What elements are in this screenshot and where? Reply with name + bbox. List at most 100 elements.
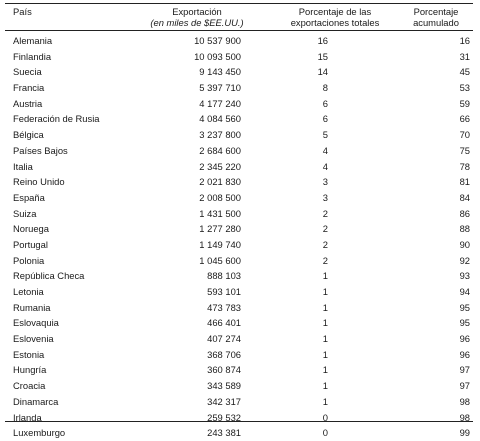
cell-export: 9 143 450	[199, 66, 241, 78]
cell-country: Alemania	[13, 35, 53, 46]
cell-cumulative: 84	[459, 191, 470, 203]
cell-export: 593 101	[207, 286, 241, 297]
cell-country: Letonia	[13, 286, 44, 297]
cell-export: 10 537 900	[194, 35, 241, 46]
cell-cumulative: 97	[459, 364, 470, 376]
table-row: República Checa 888 103 1 93	[0, 268, 480, 284]
cell-cumulative: 66	[459, 113, 470, 125]
table-row: Eslovenia 407 274 1 96	[0, 331, 480, 347]
cell-share: 1	[322, 301, 328, 313]
header-share-line1: Porcentaje de las	[298, 6, 372, 17]
table-row: Letonia 593 101 1 94	[0, 284, 480, 300]
cell-share: 0	[322, 411, 328, 423]
cell-export: 368 706	[207, 348, 241, 360]
table-bottom-rule	[5, 421, 473, 422]
cell-country: Reino Unido	[13, 176, 65, 188]
cell-country: Rumania	[13, 301, 51, 313]
header-country: País	[13, 6, 32, 18]
header-rule	[5, 30, 473, 31]
cell-cumulative: 16	[459, 35, 470, 46]
cell-country: Italia	[13, 160, 33, 172]
cell-share: 1	[322, 380, 328, 392]
table-row: Finlandia 10 093 500 15 31	[0, 49, 480, 65]
cell-cumulative: 75	[459, 144, 470, 156]
table-row: Estonia 368 706 1 96	[0, 347, 480, 363]
cell-share: 14	[317, 66, 328, 78]
cell-export: 10 093 500	[194, 50, 241, 62]
table-body: Alemania 10 537 900 16 16 Finlandia 10 093 50…	[0, 33, 480, 441]
header-cumulative-line1: Porcentaje	[413, 6, 459, 17]
cell-cumulative: 92	[459, 254, 470, 266]
cell-export: 2 345 220	[199, 160, 241, 172]
cell-export: 2 021 830	[199, 176, 241, 188]
header-cumulative: Porcentaje acumulado	[402, 6, 470, 28]
cell-export: 360 874	[207, 364, 241, 376]
cell-cumulative: 53	[459, 82, 470, 94]
cell-cumulative: 90	[459, 238, 470, 250]
table-row: Reino Unido 2 021 830 3 81	[0, 174, 480, 190]
table-row: Noruega 1 277 280 2 88	[0, 221, 480, 237]
cell-country: España	[13, 191, 45, 203]
header-cumulative-line2: acumulado	[413, 16, 459, 28]
table-row: Bélgica 3 237 800 5 70	[0, 127, 480, 143]
cell-share: 2	[322, 238, 328, 250]
cell-export: 259 532	[207, 411, 241, 423]
table-row: Austria 4 177 240 6 59	[0, 96, 480, 112]
table-row: Suecia 9 143 450 14 45	[0, 64, 480, 80]
header-export-unit: (en miles de $EE.UU.)	[150, 16, 244, 28]
cell-share: 6	[322, 113, 328, 125]
table-top-rule	[5, 3, 473, 4]
cell-share: 1	[322, 317, 328, 329]
table-row: Polonia 1 045 600 2 92	[0, 253, 480, 269]
cell-cumulative: 45	[459, 66, 470, 78]
cell-country: Eslovenia	[13, 333, 54, 345]
cell-country: Portugal	[13, 238, 48, 250]
cell-share: 1	[322, 333, 328, 345]
header-share-line2: exportaciones totales	[290, 16, 380, 28]
table-row: Federación de Rusia 4 084 560 6 66	[0, 111, 480, 127]
cell-country: Noruega	[13, 223, 49, 235]
header-share: Porcentaje de las exportaciones totales	[280, 6, 390, 28]
cell-country: Finlandia	[13, 50, 52, 62]
cell-share: 2	[322, 254, 328, 266]
cell-country: Suiza	[13, 207, 37, 219]
cell-country: Francia	[13, 82, 45, 94]
cell-cumulative: 99	[459, 427, 470, 439]
cell-export: 243 381	[207, 427, 241, 439]
cell-share: 15	[317, 50, 328, 62]
cell-share: 4	[322, 144, 328, 156]
cell-share: 2	[322, 207, 328, 219]
cell-export: 466 401	[207, 317, 241, 329]
cell-export: 1 045 600	[199, 254, 241, 266]
cell-cumulative: 94	[459, 286, 470, 297]
cell-export: 343 589	[207, 380, 241, 392]
cell-export: 4 177 240	[199, 97, 241, 109]
table-row: Italia 2 345 220 4 78	[0, 159, 480, 175]
cell-export: 342 317	[207, 395, 241, 407]
cell-share: 6	[322, 97, 328, 109]
table-row: España 2 008 500 3 84	[0, 190, 480, 206]
table-row: Alemania 10 537 900 16 16	[0, 33, 480, 49]
cell-cumulative: 88	[459, 223, 470, 235]
cell-country: Suecia	[13, 66, 42, 78]
table-row: Países Bajos 2 684 600 4 75	[0, 143, 480, 159]
cell-share: 3	[322, 176, 328, 188]
table-row: Hungría 360 874 1 97	[0, 362, 480, 378]
table-row: Eslovaquia 466 401 1 95	[0, 315, 480, 331]
cell-country: Estonia	[13, 348, 45, 360]
cell-export: 3 237 800	[199, 129, 241, 141]
cell-cumulative: 78	[459, 160, 470, 172]
cell-share: 8	[322, 82, 328, 94]
cell-cumulative: 86	[459, 207, 470, 219]
export-table: País Exportación (en miles de $EE.UU.) P…	[5, 3, 473, 438]
cell-export: 407 274	[207, 333, 241, 345]
cell-cumulative: 93	[459, 270, 470, 282]
header-export: Exportación (en miles de $EE.UU.)	[150, 6, 244, 28]
cell-export: 1 277 280	[199, 223, 241, 235]
cell-cumulative: 70	[459, 129, 470, 141]
cell-cumulative: 96	[459, 348, 470, 360]
cell-export: 2 008 500	[199, 191, 241, 203]
cell-cumulative: 31	[459, 50, 470, 62]
cell-share: 1	[322, 286, 328, 297]
cell-share: 2	[322, 223, 328, 235]
